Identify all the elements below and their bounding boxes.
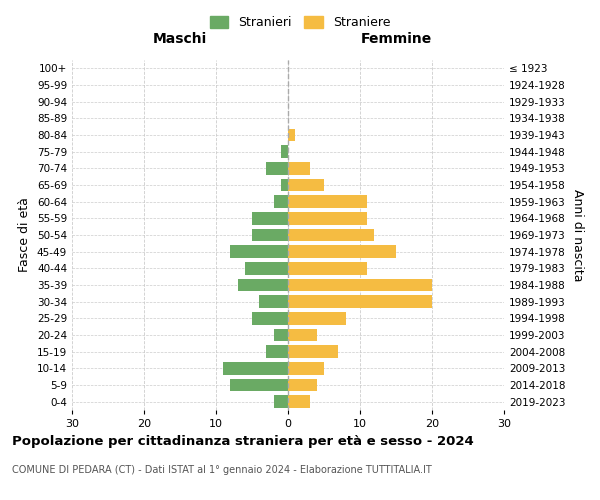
Text: COMUNE DI PEDARA (CT) - Dati ISTAT al 1° gennaio 2024 - Elaborazione TUTTITALIA.: COMUNE DI PEDARA (CT) - Dati ISTAT al 1°… (12, 465, 432, 475)
Bar (288, 362, 324, 374)
Bar (252, 212, 288, 224)
Bar (288, 329, 317, 341)
Bar (274, 196, 288, 208)
Bar (288, 312, 346, 324)
Bar (281, 146, 288, 158)
Bar (266, 346, 288, 358)
Bar (252, 312, 288, 324)
Bar (288, 162, 310, 174)
Bar (288, 396, 310, 408)
Legend: Stranieri, Straniere: Stranieri, Straniere (205, 11, 395, 34)
Bar (252, 229, 288, 241)
Bar (230, 246, 288, 258)
Bar (288, 346, 338, 358)
Bar (281, 179, 288, 192)
Bar (223, 362, 288, 374)
Bar (288, 379, 317, 391)
Bar (288, 262, 367, 274)
Bar (245, 262, 288, 274)
Bar (288, 296, 432, 308)
Bar (288, 246, 396, 258)
Bar (238, 279, 288, 291)
Bar (230, 379, 288, 391)
Bar (288, 196, 367, 208)
Bar (288, 279, 432, 291)
Bar (274, 329, 288, 341)
Y-axis label: Anni di nascita: Anni di nascita (571, 188, 584, 281)
Y-axis label: Fasce di età: Fasce di età (19, 198, 31, 272)
Text: Popolazione per cittadinanza straniera per età e sesso - 2024: Popolazione per cittadinanza straniera p… (12, 435, 474, 448)
Text: Maschi: Maschi (153, 32, 207, 46)
Bar (288, 179, 324, 192)
Bar (266, 162, 288, 174)
Bar (259, 296, 288, 308)
Bar (288, 129, 295, 141)
Bar (274, 396, 288, 408)
Text: Femmine: Femmine (361, 32, 431, 46)
Bar (288, 229, 374, 241)
Bar (288, 212, 367, 224)
